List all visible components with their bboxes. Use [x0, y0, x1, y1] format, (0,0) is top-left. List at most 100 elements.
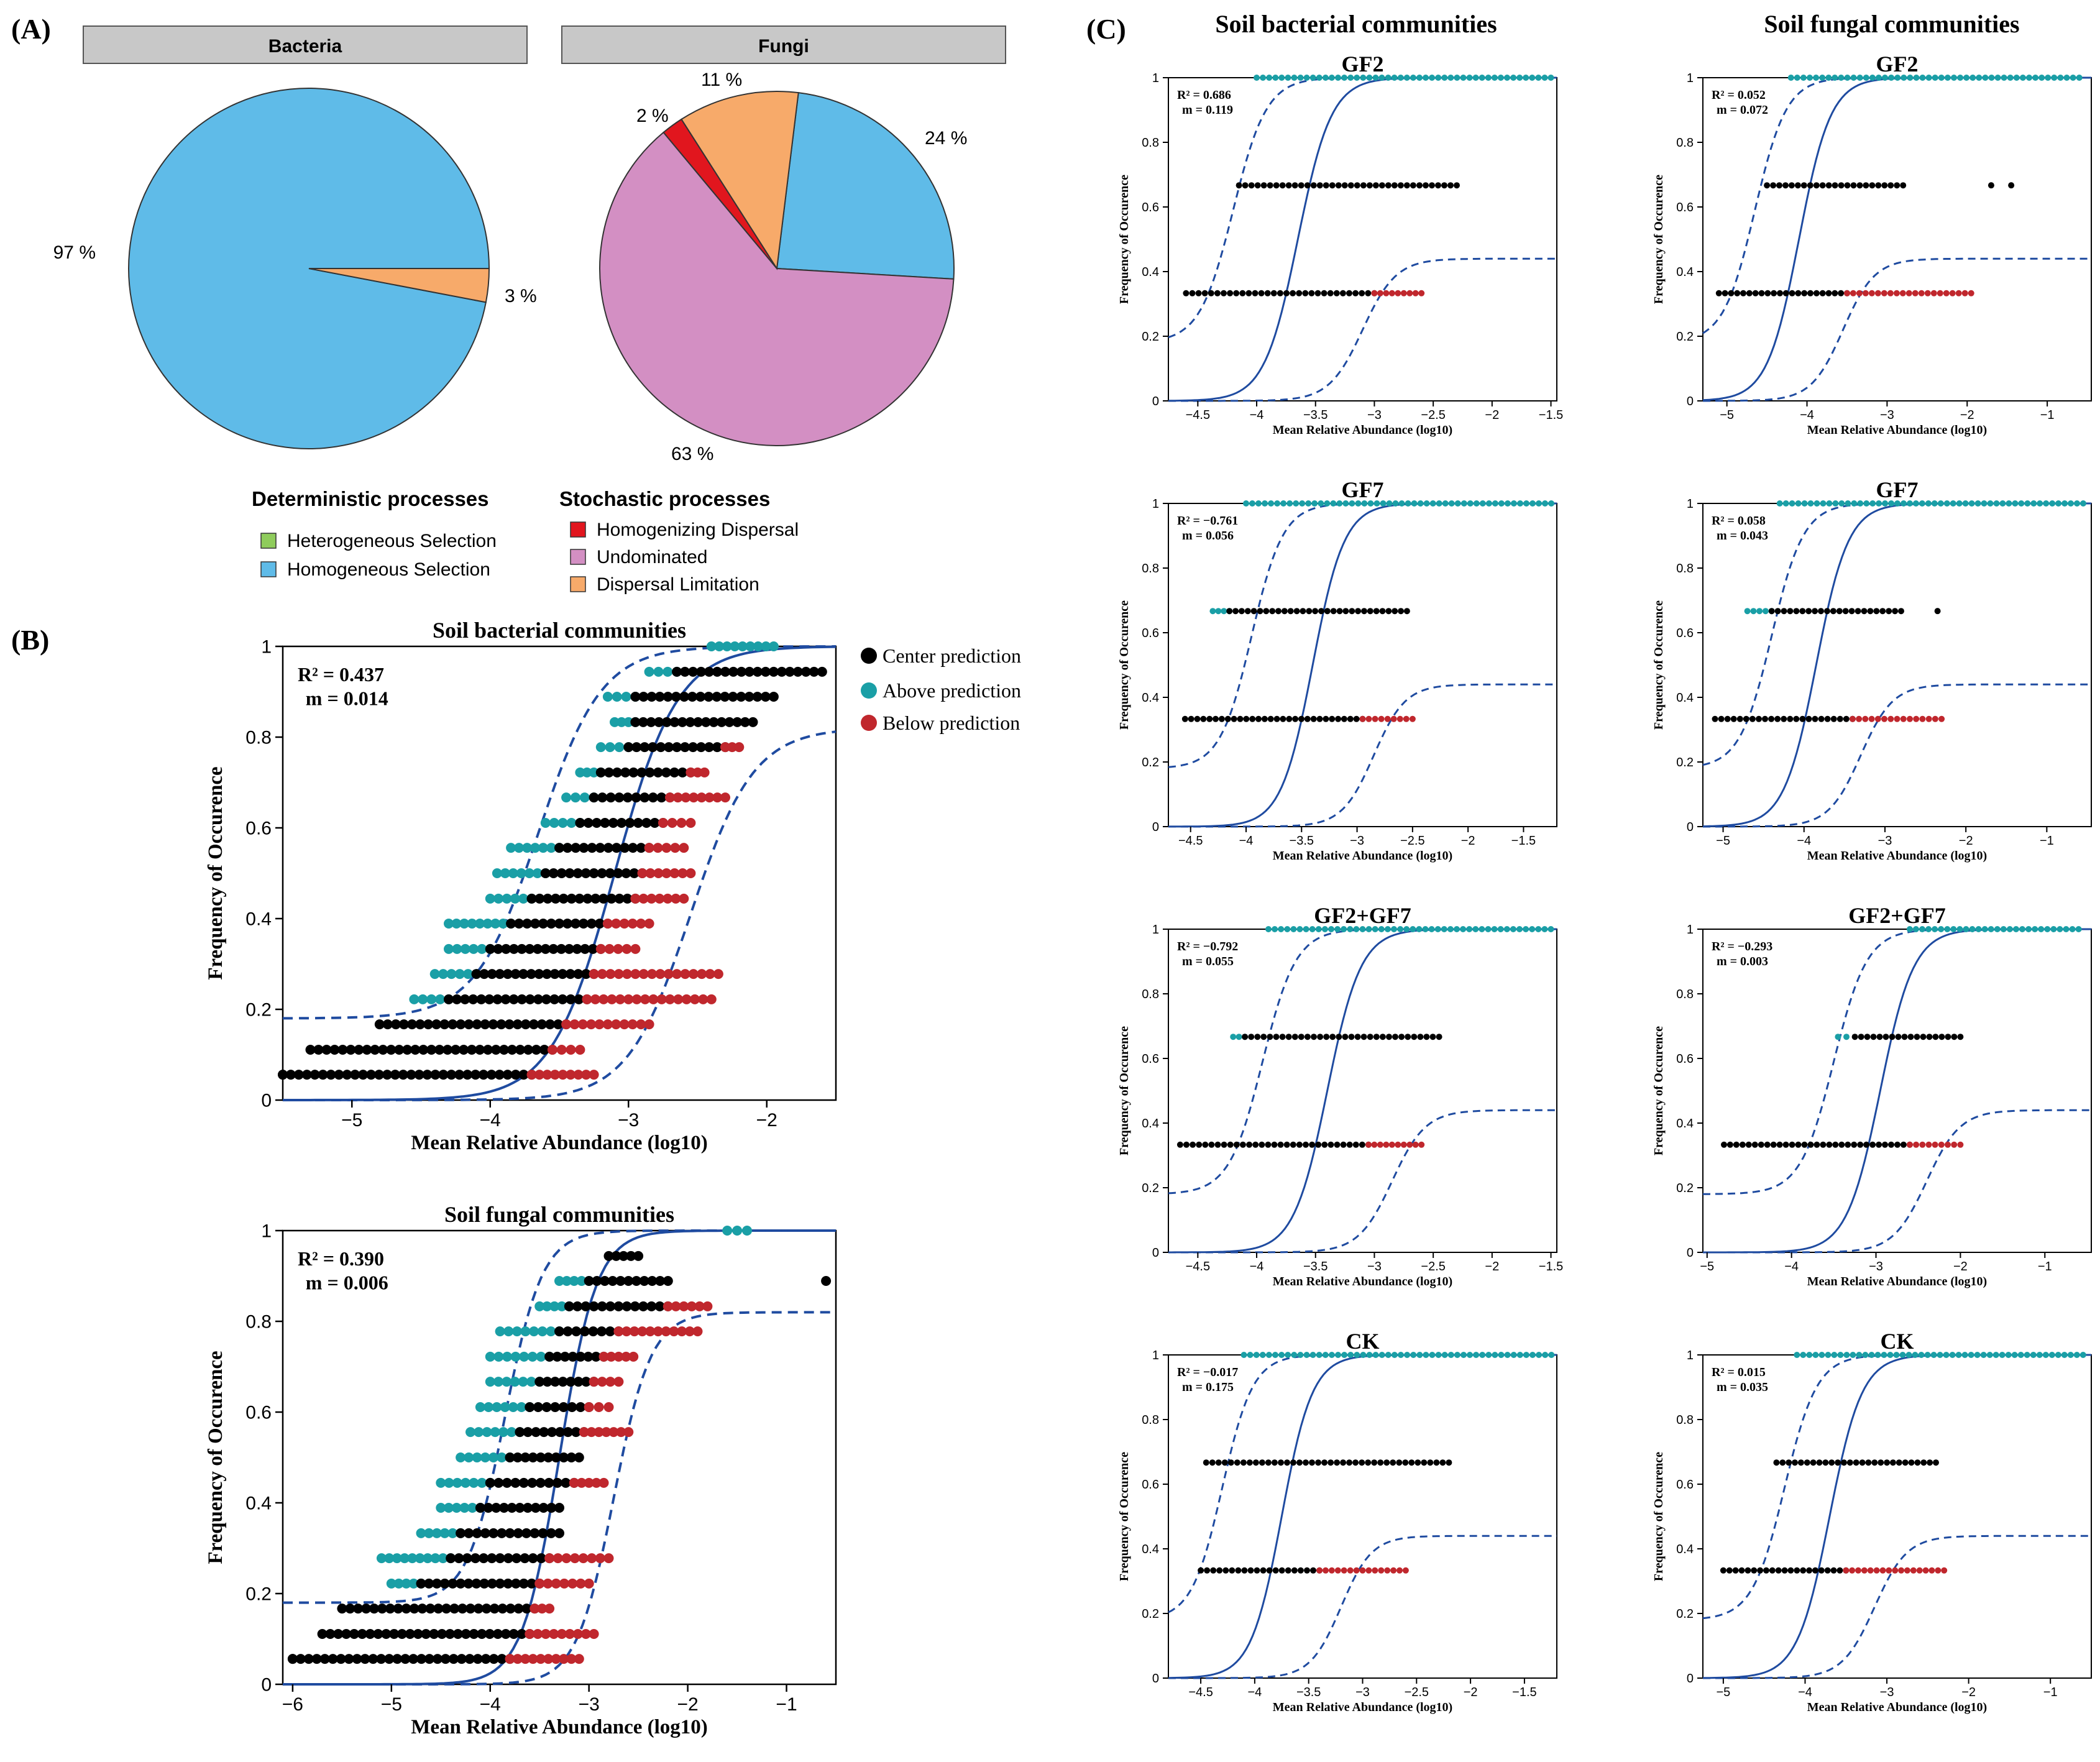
point-center	[584, 1276, 594, 1286]
point-center	[559, 1452, 569, 1462]
point-center	[605, 792, 616, 803]
point-above	[1322, 1352, 1329, 1358]
point-below	[1406, 1141, 1413, 1148]
point-above	[1373, 500, 1380, 507]
upper-ci-curve	[1168, 928, 1557, 1195]
point-center	[333, 1629, 344, 1639]
point-below	[1418, 290, 1425, 296]
y-tick-label: 0.8	[1142, 562, 1159, 576]
point-center	[720, 666, 730, 677]
point-above	[2036, 1352, 2043, 1358]
point-center	[1327, 1141, 1334, 1148]
point-center	[1712, 715, 1718, 722]
point-above	[1334, 926, 1341, 932]
point-center	[574, 994, 584, 1004]
point-above	[2055, 500, 2062, 507]
point-below	[1377, 1141, 1383, 1148]
point-center	[1236, 182, 1242, 189]
point-above	[1835, 1034, 1841, 1040]
point-center	[433, 1604, 444, 1614]
point-above	[1881, 1352, 1887, 1358]
point-center	[1335, 182, 1342, 189]
point-below	[677, 868, 688, 878]
point-center	[1881, 182, 1888, 189]
point-above	[516, 868, 526, 878]
point-above	[561, 1276, 572, 1286]
point-center	[1398, 1034, 1405, 1040]
y-tick-label: 0.4	[245, 909, 272, 930]
x-tick-label: −1.5	[1511, 834, 1536, 848]
point-center	[506, 919, 516, 929]
point-above	[1243, 500, 1249, 507]
point-above	[503, 1326, 514, 1337]
point-center	[429, 1629, 439, 1639]
y-tick-label: 0.8	[1142, 136, 1159, 150]
point-center	[597, 1301, 607, 1311]
point-below	[1918, 290, 1925, 296]
point-center	[1208, 1141, 1215, 1148]
point-above	[1386, 500, 1393, 507]
point-above	[2024, 1352, 2030, 1358]
point-center	[513, 1604, 524, 1614]
point-center	[354, 1045, 364, 1055]
point-below	[607, 994, 617, 1004]
point-center	[534, 1377, 545, 1387]
point-center	[1277, 290, 1283, 296]
point-below	[1910, 1567, 1917, 1574]
point-above	[1993, 500, 2000, 507]
point-below	[1961, 290, 1968, 296]
plot-frame	[1168, 1354, 1557, 1679]
point-center	[1252, 1141, 1259, 1148]
pie-fungi-slice-undominated	[599, 131, 955, 446]
pie-bacteria-slice-dispersal	[308, 268, 490, 303]
point-center	[1869, 1141, 1876, 1148]
x-tick-label: −4	[480, 1110, 501, 1131]
point-center	[434, 1045, 445, 1055]
x-tick-label: −2	[756, 1110, 777, 1131]
point-above	[1272, 926, 1278, 932]
x-tick-label: −2.5	[1421, 408, 1445, 422]
fit-curve	[1168, 1354, 1557, 1679]
point-center	[438, 1070, 449, 1080]
point-center	[1812, 608, 1818, 615]
point-center	[1733, 1141, 1740, 1148]
point-center	[418, 1045, 429, 1055]
point-above	[1925, 926, 1932, 932]
panel-label-b: (B)	[11, 624, 49, 656]
point-below	[567, 1578, 578, 1589]
point-above	[554, 1276, 564, 1286]
point-above	[493, 1351, 504, 1362]
point-center	[1857, 1141, 1864, 1148]
point-center	[1309, 1141, 1316, 1148]
point-center	[531, 1427, 541, 1438]
point-center	[1188, 715, 1194, 722]
point-center	[1769, 1567, 1776, 1574]
point-below	[577, 1019, 588, 1030]
y-axis-label: Frequency of Occurence	[204, 766, 227, 980]
point-center	[1776, 1141, 1783, 1148]
point-center	[472, 1528, 482, 1538]
legend-swatch-homogenizing	[570, 521, 586, 538]
r-squared-label: R² = −0.293	[1712, 940, 1772, 953]
point-above	[2063, 926, 2070, 932]
point-center	[712, 666, 722, 677]
point-center	[1296, 1141, 1303, 1148]
point-above	[1285, 75, 1291, 81]
point-center	[431, 1578, 442, 1589]
point-center	[287, 1654, 298, 1664]
point-above	[1454, 926, 1460, 932]
point-above	[1454, 75, 1460, 81]
point-above	[497, 1452, 507, 1462]
x-tick-label: −1.5	[1512, 1686, 1536, 1699]
lower-ci-curve	[1703, 257, 2091, 402]
point-below	[1372, 1567, 1378, 1574]
point-above	[477, 1477, 487, 1488]
point-below	[654, 893, 665, 904]
point-above	[1949, 1352, 1956, 1358]
point-center	[1348, 1034, 1355, 1040]
point-center	[515, 1503, 525, 1513]
point-above	[2043, 500, 2050, 507]
point-above	[1913, 75, 1920, 81]
point-below	[584, 1402, 594, 1412]
